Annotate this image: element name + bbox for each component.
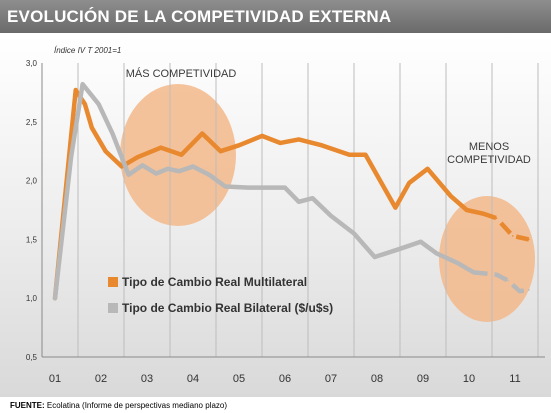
data-point — [180, 153, 183, 156]
chart-title: EVOLUCIÓN DE LA COMPETIVIDAD EXTERNA — [7, 7, 392, 26]
data-point — [298, 138, 300, 141]
data-point — [91, 126, 93, 129]
data-point — [166, 168, 169, 170]
data-point — [178, 170, 180, 172]
y-tick-label: 3,0 — [26, 59, 38, 68]
data-point — [261, 135, 263, 137]
y-tick-label: 0,5 — [26, 353, 38, 362]
series-forecast-line-0 — [482, 211, 530, 242]
data-point — [279, 142, 282, 144]
x-tick-label: 09 — [417, 373, 429, 385]
x-tick-label: 07 — [325, 373, 337, 385]
data-point — [141, 164, 144, 167]
data-point — [394, 206, 397, 209]
annotation-more: MÁS COMPETIVIDAD — [126, 67, 237, 80]
source-text: Ecolatina (Informe de perspectivas media… — [46, 401, 227, 410]
source-label: FUENTE: — [10, 401, 45, 410]
x-tick-label: 04 — [187, 373, 199, 385]
data-point — [528, 289, 530, 291]
data-point — [507, 279, 509, 282]
data-point — [284, 186, 286, 189]
data-point — [137, 156, 139, 158]
data-point — [426, 168, 429, 170]
data-point — [208, 173, 210, 176]
data-point — [298, 200, 300, 203]
legend-swatch-0 — [108, 277, 118, 287]
data-point — [528, 238, 530, 241]
y-tick-label: 2,5 — [26, 118, 38, 127]
data-point — [120, 165, 123, 168]
series-line-0 — [52, 87, 486, 301]
data-point — [456, 262, 459, 264]
series-line-1 — [52, 81, 476, 301]
data-point — [201, 132, 203, 135]
data-point — [111, 132, 114, 135]
data-point — [97, 103, 100, 105]
data-point — [436, 252, 438, 255]
data-point — [247, 186, 249, 189]
series-layer — [52, 81, 530, 301]
data-point — [348, 153, 351, 156]
data-point — [70, 156, 72, 158]
data-point — [74, 89, 77, 91]
y-tick-label: 2,0 — [26, 177, 38, 186]
data-point — [419, 240, 422, 243]
data-point — [219, 150, 222, 152]
data-point — [449, 195, 452, 197]
data-point — [465, 209, 468, 211]
x-tick-label: 11 — [509, 373, 520, 385]
legend-label-0: Tipo de Cambio Real Multilateral — [122, 275, 307, 289]
x-tick-label: 01 — [49, 373, 61, 385]
y-tick-label: 1,0 — [26, 294, 38, 303]
index-label: Índice IV T 2001=1 — [54, 46, 121, 55]
data-point — [495, 273, 498, 276]
data-point — [495, 217, 498, 220]
data-point — [482, 212, 484, 215]
data-point — [472, 271, 475, 274]
data-point — [224, 185, 226, 188]
data-point — [364, 153, 367, 156]
axes-layer: 0,5 1,0 1,5 2,0 2,5 3,0 01 02 03 04 05 06 07 08 09 10 11 — [26, 59, 545, 385]
data-point — [192, 165, 194, 168]
annotation-less-line2: COMPETIVIDAD — [447, 154, 531, 166]
data-point — [311, 197, 314, 200]
x-tick-label: 03 — [141, 373, 153, 385]
source-note: FUENTE: Ecolatina (Informe de perspectiv… — [10, 401, 227, 410]
data-point — [155, 172, 157, 175]
data-point — [104, 150, 107, 152]
data-point — [399, 248, 401, 250]
x-tick-label: 05 — [233, 373, 245, 385]
data-point — [373, 256, 376, 258]
data-point — [408, 182, 411, 184]
data-point — [265, 186, 268, 189]
labels-layer: Índice IV T 2001=1 MÁS COMPETIVIDAD MENOSC… — [54, 46, 531, 315]
x-tick-label: 02 — [95, 373, 107, 385]
data-point — [238, 144, 240, 147]
legend-label-1: Tipo de Cambio Real Bilateral ($/u$s) — [122, 301, 333, 315]
ellipse-less-competitivity — [439, 196, 535, 322]
data-point — [81, 83, 84, 85]
data-point — [84, 103, 86, 105]
data-point — [54, 297, 56, 300]
legend-swatch-1 — [108, 303, 118, 313]
data-point — [511, 235, 514, 237]
annotation-less-line1: MENOS — [469, 141, 509, 153]
data-point — [330, 215, 332, 217]
x-tick-label: 08 — [371, 373, 383, 385]
x-tick-label: 06 — [279, 373, 291, 385]
x-tick-label: 10 — [463, 373, 475, 385]
data-point — [160, 146, 162, 149]
series-forecast-line-1 — [473, 270, 530, 294]
title-bar: EVOLUCIÓN DE LA COMPETIVIDAD EXTERNA — [0, 0, 551, 33]
data-point — [127, 173, 130, 176]
data-point — [518, 290, 521, 292]
data-point — [321, 144, 323, 147]
y-tick-label: 1,5 — [26, 235, 38, 244]
data-point — [353, 232, 355, 235]
